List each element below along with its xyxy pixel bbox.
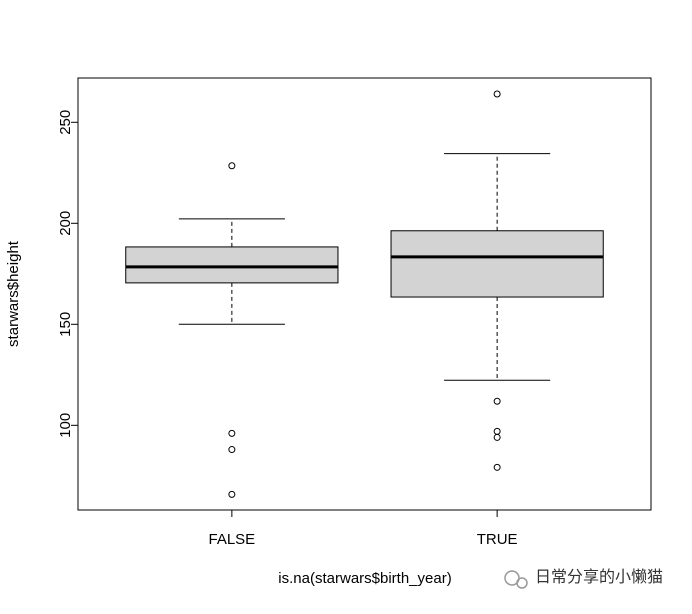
box bbox=[390, 230, 604, 298]
watermark: 日常分享的小懒猫 bbox=[535, 568, 663, 586]
outlier bbox=[493, 397, 501, 405]
x-tick-label: TRUE bbox=[477, 531, 518, 548]
y-tick-label: 100 bbox=[57, 413, 74, 438]
x-axis-label: is.na(starwars$birth_year) bbox=[278, 570, 451, 587]
outlier bbox=[493, 433, 501, 441]
y-tick-label: 200 bbox=[57, 211, 74, 236]
outlier bbox=[228, 162, 236, 170]
y-tick-label: 150 bbox=[57, 312, 74, 337]
x-tick-label: FALSE bbox=[209, 531, 256, 548]
plot-frame bbox=[77, 77, 652, 511]
outlier bbox=[493, 90, 501, 98]
outlier bbox=[493, 463, 501, 471]
watermark-icon bbox=[504, 570, 528, 589]
y-tick-label: 250 bbox=[57, 110, 74, 135]
box bbox=[125, 246, 339, 284]
y-axis-label: starwars$height bbox=[5, 240, 22, 347]
outlier bbox=[228, 490, 236, 498]
outlier bbox=[228, 429, 236, 437]
outlier bbox=[493, 427, 501, 435]
outlier bbox=[228, 446, 236, 454]
